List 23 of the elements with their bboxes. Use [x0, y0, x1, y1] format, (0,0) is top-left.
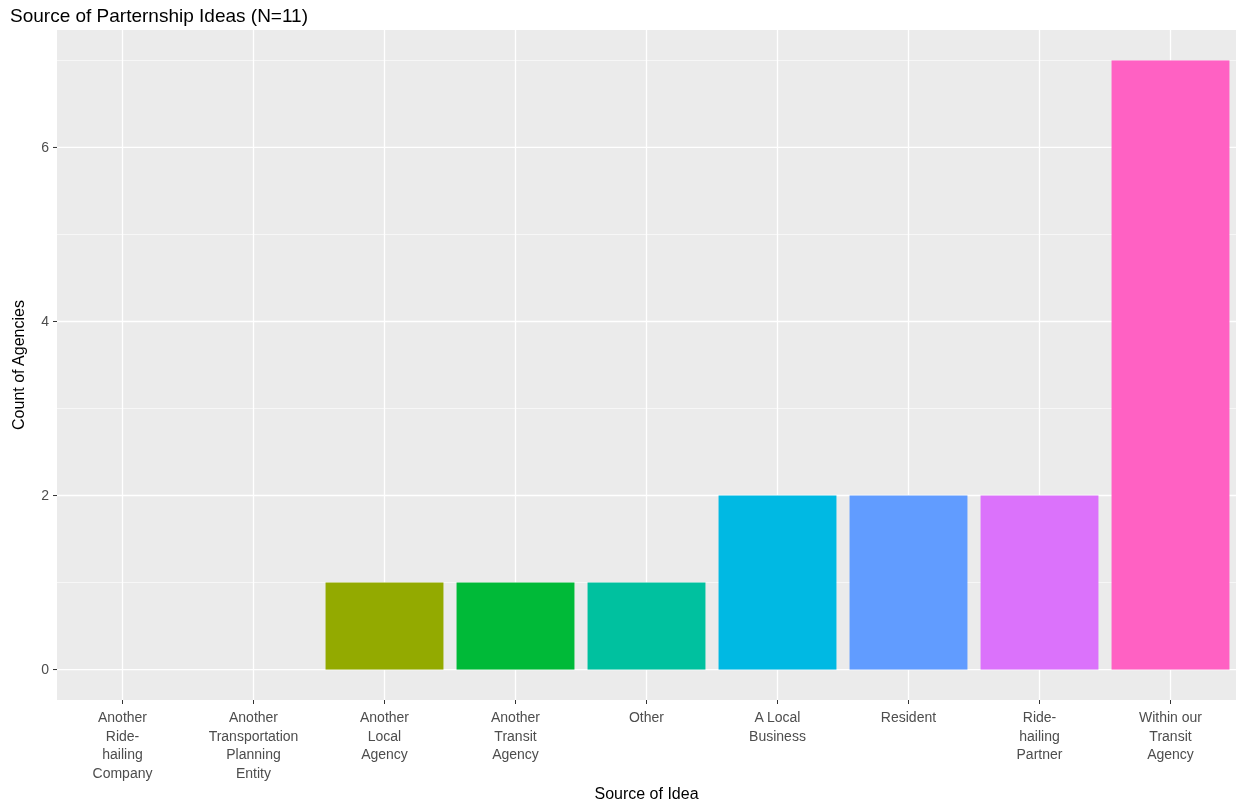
x-tick-label: Other [628, 709, 665, 725]
bar [587, 582, 706, 670]
bar [456, 582, 575, 670]
x-axis-title: Source of Idea [594, 785, 699, 802]
bar [325, 582, 444, 670]
x-tick-label: Another Transportation Planning Entity [208, 709, 299, 781]
x-tick-label: Ride-hailing Partner [1016, 709, 1063, 762]
chart-title: Source of Parternship Ideas (N=11) [10, 5, 308, 26]
x-tick-label: Another Ride-hailing Company [92, 709, 153, 781]
x-tick-label: Resident [880, 709, 937, 725]
x-tick-label: Within our Transit Agency [1138, 709, 1203, 762]
bar [718, 495, 837, 670]
x-tick-label: Another Transit Agency [490, 709, 541, 762]
x-tick-label: A Local Business [749, 709, 806, 744]
x-tick-label: Another Local Agency [359, 709, 410, 762]
bar [849, 495, 968, 670]
y-tick-label: 0 [41, 661, 50, 678]
y-tick-label: 2 [41, 487, 50, 504]
y-axis-title: Count of Agencies [10, 300, 27, 430]
bar [980, 495, 1099, 670]
y-tick-label: 6 [41, 139, 50, 156]
bar [1111, 60, 1230, 670]
y-tick-label: 4 [41, 313, 50, 330]
